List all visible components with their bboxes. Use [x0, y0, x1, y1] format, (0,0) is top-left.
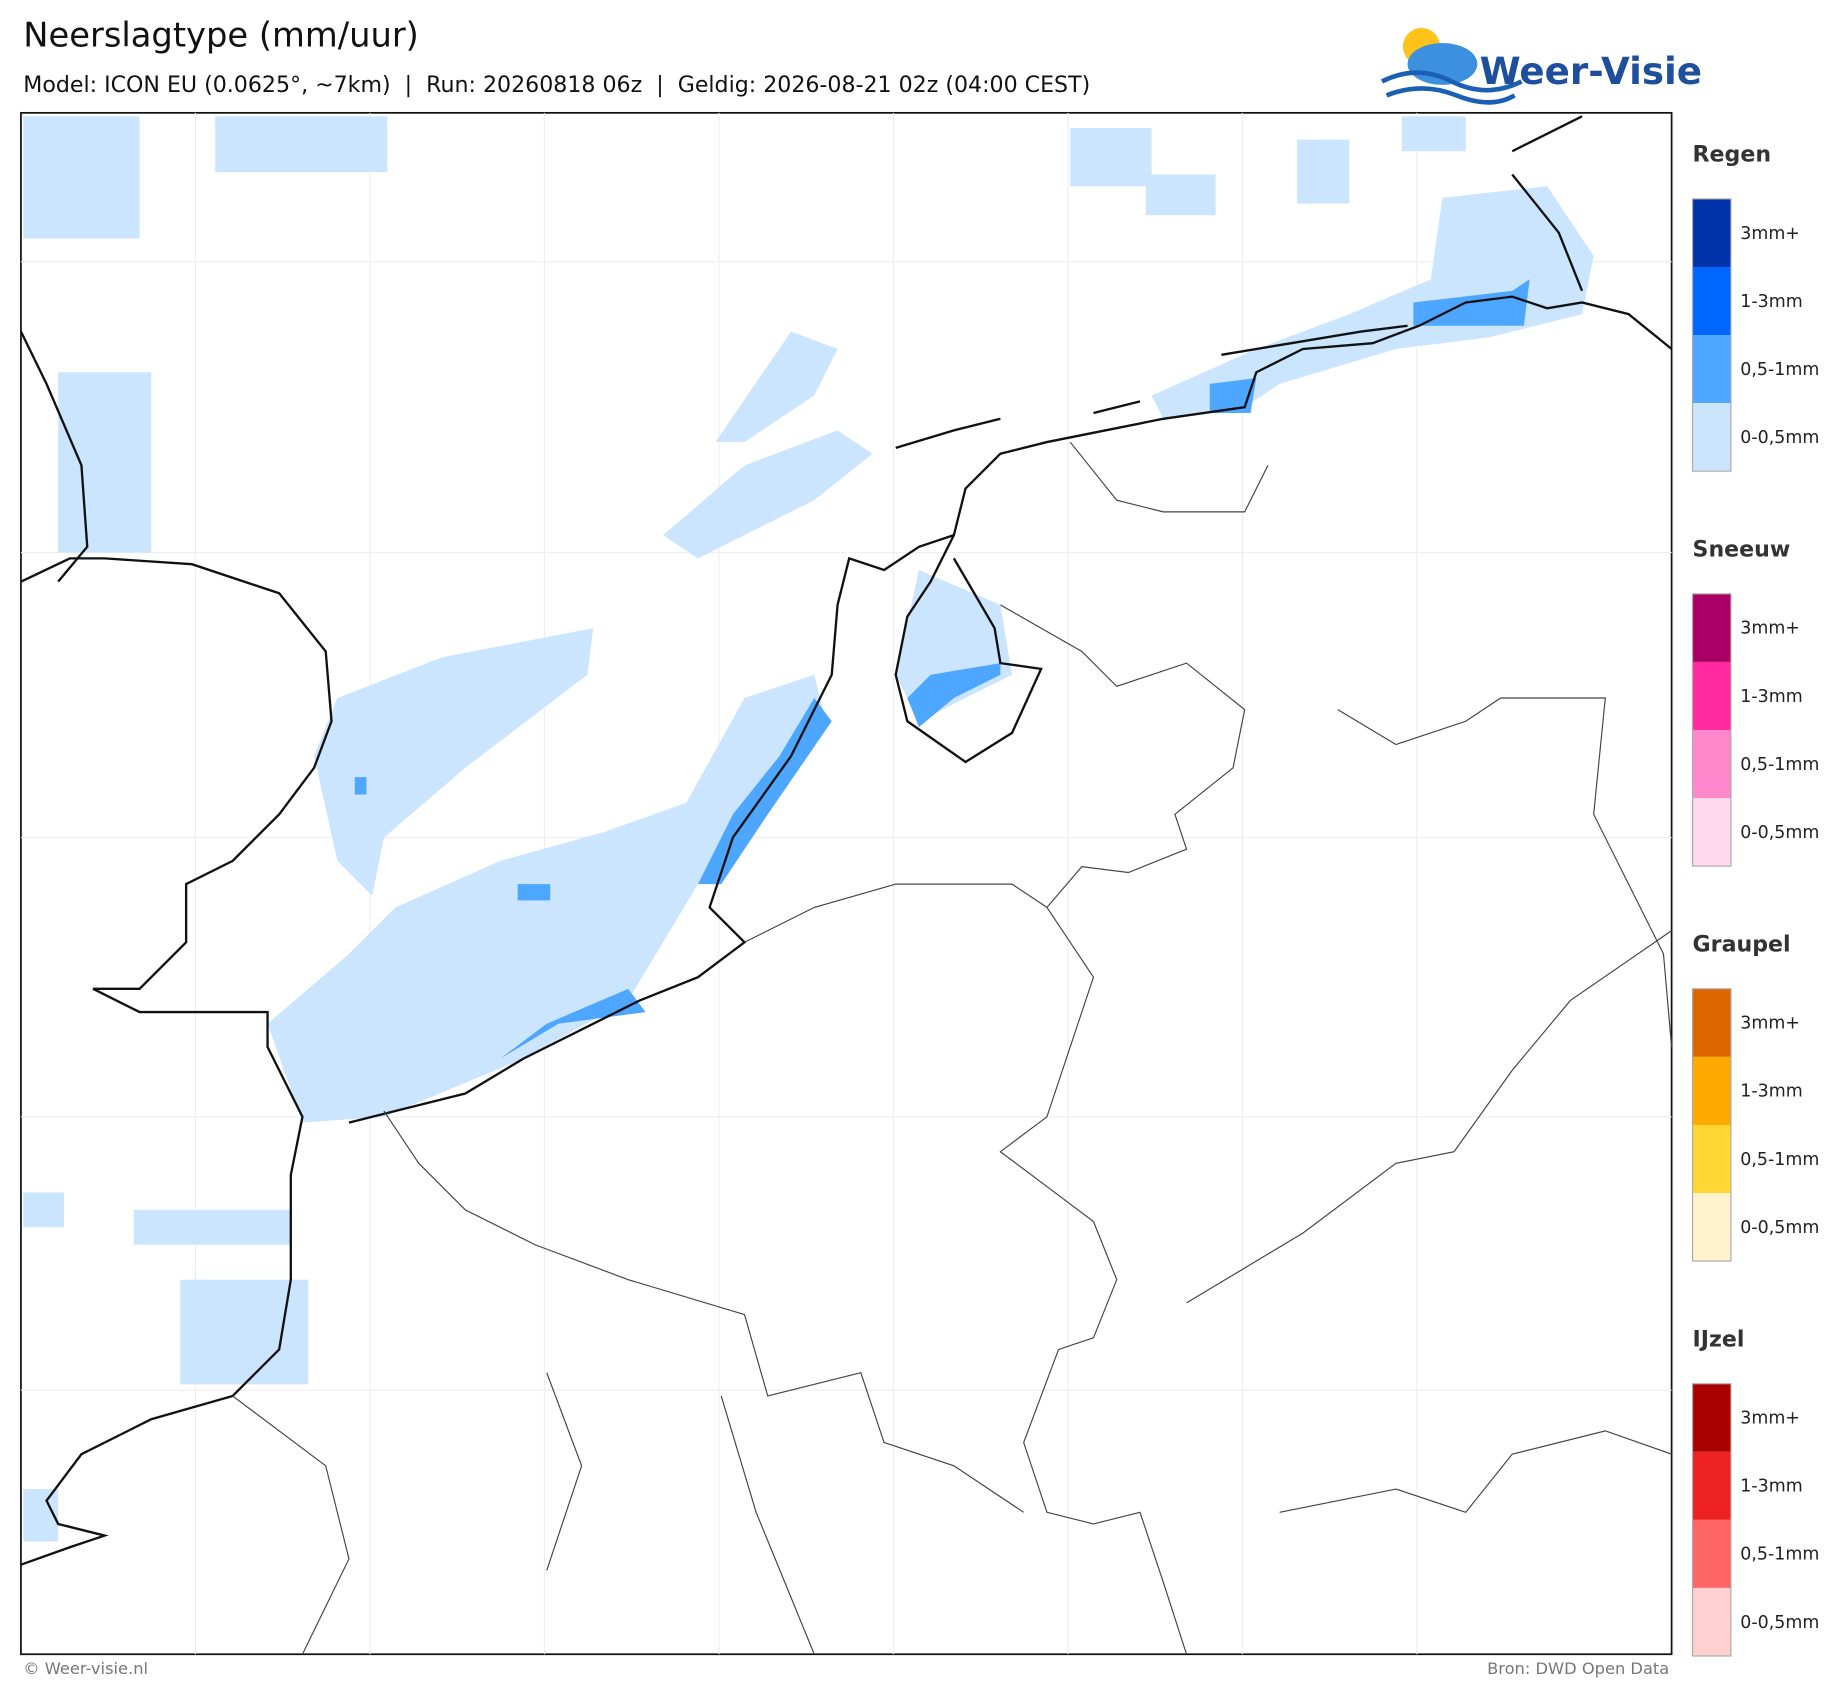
legend-label: 3mm+ [1740, 1409, 1800, 1429]
legend-label: 3mm+ [1740, 1014, 1800, 1034]
legend-label: 0,5-1mm [1740, 1150, 1819, 1170]
legend-border [1691, 988, 1732, 1262]
legend-swatch [1692, 1519, 1731, 1588]
legend-label: 1-3mm [1740, 1082, 1802, 1102]
legend-label: 0,5-1mm [1740, 1545, 1819, 1565]
legend-label: 1-3mm [1740, 292, 1802, 312]
legend-swatch [1692, 661, 1731, 730]
legend-label: 3mm+ [1740, 619, 1800, 639]
legend-title: Graupel [1693, 932, 1791, 958]
legend-swatch [1692, 266, 1731, 336]
legend-swatch [1692, 198, 1731, 267]
footer-right: Bron: DWD Open Data [1487, 1659, 1669, 1678]
legend-swatch [1692, 1383, 1731, 1452]
legend-label: 0-0,5mm [1740, 1613, 1819, 1633]
legend-label: 0,5-1mm [1740, 360, 1819, 380]
legend-title: Sneeuw [1693, 537, 1791, 563]
legend-swatch [1692, 1192, 1731, 1262]
legend-swatch [1692, 1451, 1731, 1520]
legend-swatch [1692, 988, 1731, 1057]
legend-label: 1-3mm [1740, 687, 1802, 707]
legend-label: 0,5-1mm [1740, 755, 1819, 775]
legend-swatch [1692, 1056, 1731, 1125]
legend: Regen 3mm+ 1-3mm 0,5-1mm 0-0,5mm Sneeuw 3mm+ 1-… [1691, 142, 1819, 1657]
legend-label: 0-0,5mm [1740, 1218, 1819, 1238]
legend-label: 1-3mm [1740, 1477, 1802, 1497]
legend-swatch [1692, 335, 1731, 404]
legend-border [1691, 198, 1732, 472]
footer-left: © Weer-visie.nl [23, 1659, 148, 1678]
legend-swatch [1692, 403, 1731, 472]
legend-title: IJzel [1693, 1327, 1745, 1353]
legend-swatch [1692, 1124, 1731, 1193]
logo: Weer-Visie [1380, 27, 1702, 105]
legend-swatch [1692, 798, 1731, 867]
legend-border [1691, 593, 1732, 867]
title: Neerslagtype (mm/uur) [23, 16, 419, 55]
legend-swatch [1692, 1587, 1731, 1656]
legend-label: 3mm+ [1740, 224, 1800, 244]
logo-text: Weer-Visie [1480, 49, 1702, 93]
legend-border [1691, 1383, 1732, 1657]
legend-swatch [1692, 729, 1731, 799]
legend-label: 0-0,5mm [1740, 428, 1819, 448]
legend-swatch [1692, 593, 1731, 662]
legend-label: 0-0,5mm [1740, 823, 1819, 843]
subtitle: Model: ICON EU (0.0625°, ~7km) | Run: 20… [23, 72, 1090, 98]
legend-title: Regen [1693, 142, 1772, 168]
map [19, 111, 1673, 1656]
